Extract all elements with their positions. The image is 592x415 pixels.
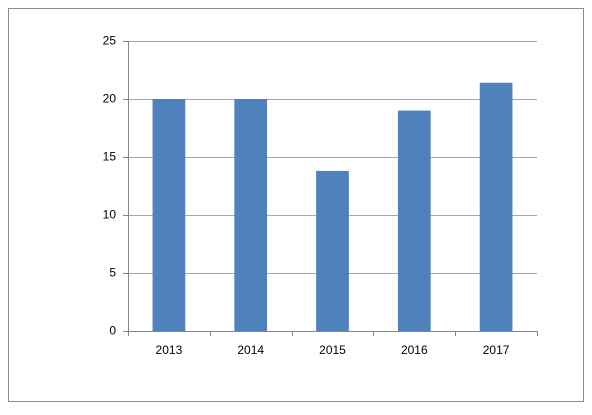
x-tick-label: 2015 (319, 343, 346, 357)
bar (234, 99, 268, 331)
x-tick-label: 2014 (237, 343, 264, 357)
y-tick-label: 0 (109, 324, 116, 338)
x-tick-label: 2013 (156, 343, 183, 357)
x-tick-label: 2016 (401, 343, 428, 357)
bar (479, 82, 513, 331)
bar (152, 99, 186, 331)
y-tick-label: 20 (103, 92, 117, 106)
y-tick-label: 10 (103, 208, 117, 222)
bar (316, 170, 349, 331)
y-tick-label: 5 (109, 266, 116, 280)
y-tick-label: 15 (103, 150, 117, 164)
y-tick-label: 25 (103, 34, 117, 48)
bar (397, 110, 431, 331)
x-tick-label: 2017 (483, 343, 510, 357)
